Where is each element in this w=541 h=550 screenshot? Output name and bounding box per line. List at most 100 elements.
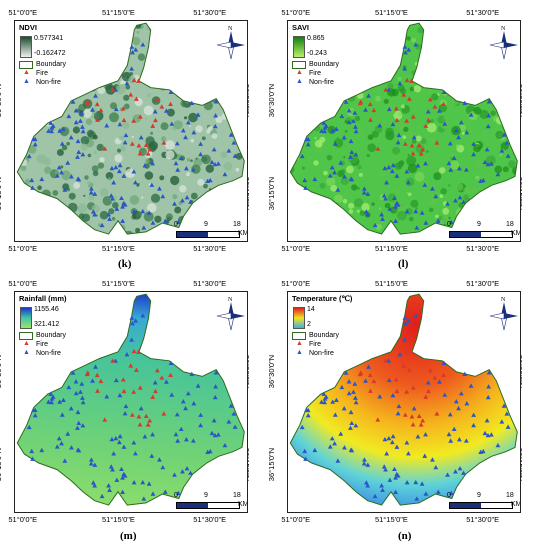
north-arrow-icon: [216, 31, 245, 60]
non-fire-point: [414, 496, 420, 501]
non-fire-point: [397, 81, 403, 86]
non-fire-point: [504, 411, 510, 416]
non-fire-point: [346, 379, 352, 384]
non-fire-point: [107, 487, 112, 493]
non-fire-point: [150, 220, 156, 225]
non-fire-point: [442, 121, 448, 126]
non-fire-point: [152, 109, 158, 114]
non-fire-point: [122, 140, 128, 145]
non-fire-point: [183, 134, 188, 140]
non-fire-point: [80, 399, 86, 405]
non-fire-point: [131, 208, 137, 214]
non-fire-point: [341, 406, 347, 411]
legend-title: Temperature (℃): [292, 294, 353, 303]
fire-point: [410, 422, 416, 427]
map-canvas: N: [16, 293, 245, 506]
non-fire-point: [501, 403, 507, 408]
non-fire-point: [486, 384, 492, 389]
non-fire-point: [175, 219, 181, 225]
non-fire-point: [372, 493, 378, 499]
fire-point: [129, 141, 135, 146]
top-tick-label: 51°15'0"E: [101, 279, 135, 288]
non-fire-point: [228, 132, 234, 137]
non-fire-point: [396, 132, 402, 138]
top-tick-label: 51°0'0"E: [281, 279, 311, 288]
legend-high-value: 1155.46: [34, 306, 59, 313]
non-fire-point: [175, 167, 181, 172]
scale-bar-label: 9: [204, 221, 208, 228]
non-fire-point: [404, 440, 410, 445]
non-fire-point: [150, 432, 155, 437]
fire-point: [136, 349, 141, 354]
non-fire-point: [386, 106, 392, 112]
non-fire-point: [93, 364, 98, 369]
non-fire-point: [485, 123, 491, 129]
fire-point: [143, 142, 149, 148]
non-fire-marker-icon: ▲: [23, 78, 30, 85]
non-fire-point: [213, 99, 219, 104]
non-fire-point: [389, 439, 395, 445]
fire-point: [420, 418, 426, 423]
non-fire-point: [404, 169, 410, 174]
non-fire-point: [65, 160, 71, 165]
non-fire-point: [231, 411, 237, 416]
scale-bar-label: 9: [477, 492, 481, 499]
fire-point: [402, 141, 408, 146]
non-fire-point: [178, 426, 184, 432]
non-fire-point: [78, 118, 83, 123]
fire-point: [432, 104, 438, 109]
scale-bar-unit: KM: [238, 230, 248, 237]
non-fire-point: [75, 176, 81, 181]
non-fire-marker-icon: ▲: [23, 349, 30, 356]
non-fire-point: [54, 173, 60, 178]
non-fire-point: [131, 169, 137, 174]
non-fire-point: [124, 81, 130, 86]
fire-point: [404, 77, 410, 83]
non-fire-point: [379, 483, 384, 488]
non-fire-point: [433, 464, 439, 470]
non-fire-point: [232, 153, 238, 158]
non-fire-point: [486, 99, 492, 104]
non-fire-point: [329, 165, 335, 170]
left-tick-label: 36°15'0"N: [267, 447, 277, 482]
non-fire-point: [149, 453, 155, 458]
non-fire-point: [198, 412, 204, 417]
non-fire-point: [453, 128, 459, 133]
non-fire-point: [140, 42, 146, 47]
fire-point: [136, 78, 141, 83]
fire-point: [368, 117, 373, 122]
non-fire-marker-icon: ▲: [296, 349, 303, 356]
non-fire-point: [173, 160, 179, 166]
non-fire-point: [413, 479, 419, 485]
non-fire-point: [392, 195, 397, 201]
non-fire-point: [423, 491, 429, 496]
fire-point: [434, 140, 440, 145]
fire-point: [161, 140, 167, 145]
map-frame: N Temperature (℃) 14 2 Boundary ▲ Fire ▲ Non-fir…: [287, 291, 521, 513]
non-fire-point: [164, 379, 169, 384]
scale-bar-label: 9: [477, 221, 481, 228]
non-fire-point: [56, 436, 62, 441]
non-fire-point: [390, 121, 396, 127]
non-fire-point: [406, 47, 412, 52]
non-fire-point: [117, 392, 123, 398]
non-fire-point: [111, 180, 117, 185]
non-fire-point: [468, 112, 474, 117]
fire-point: [423, 394, 429, 399]
non-fire-point: [329, 436, 335, 441]
fire-point: [383, 358, 389, 363]
non-fire-point: [188, 470, 193, 475]
fire-point: [441, 372, 446, 378]
non-fire-point: [32, 407, 38, 413]
fire-marker-icon: ▲: [296, 340, 303, 347]
non-fire-point: [90, 378, 95, 383]
fire-point: [409, 414, 415, 419]
non-fire-point: [299, 424, 305, 430]
non-fire-point: [212, 123, 218, 129]
fire-point: [371, 107, 377, 113]
non-fire-point: [150, 161, 155, 166]
panel-caption: (n): [398, 530, 412, 542]
non-fire-point: [117, 433, 123, 439]
non-fire-point: [130, 321, 135, 326]
non-fire-point: [62, 187, 68, 192]
